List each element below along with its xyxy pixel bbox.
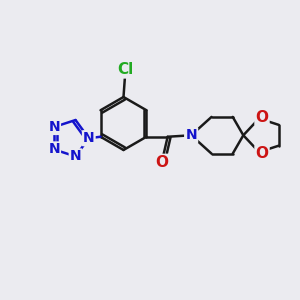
Text: N: N [48, 120, 60, 134]
Text: N: N [185, 128, 197, 142]
Text: O: O [256, 146, 268, 161]
Text: N: N [83, 131, 94, 145]
Text: N: N [48, 142, 60, 157]
Text: N: N [185, 128, 197, 142]
Text: Cl: Cl [117, 62, 133, 77]
Text: O: O [155, 155, 168, 170]
Text: O: O [256, 110, 268, 124]
Text: N: N [70, 149, 81, 164]
